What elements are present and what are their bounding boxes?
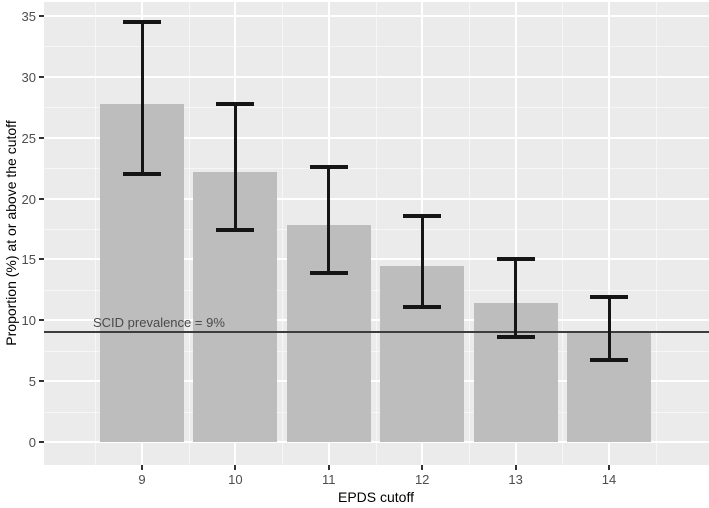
y-axis-title: Proportion (%) at or above the cutoff [3,120,19,346]
gridline-minor-h [44,350,709,352]
gridline-minor-v [282,2,284,465]
y-tick-mark [39,136,44,139]
gridline-minor-v [655,2,657,465]
gridline-major-h [44,380,709,383]
x-tick-label: 14 [601,472,617,487]
x-tick-label: 9 [138,472,146,487]
x-tick-label: 12 [414,472,430,487]
y-tick-label: 0 [28,435,36,450]
error-bar-cap-bottom [216,228,255,233]
y-tick-label: 5 [28,374,36,390]
x-tick-mark [421,465,424,470]
gridline-major-h [44,75,709,78]
gridline-major-h [44,15,709,17]
gridline-minor-h [44,46,709,48]
x-tick-mark [141,465,143,470]
error-bar-stem [327,166,331,273]
reference-line-label: SCID prevalence = 9% [93,315,225,330]
gridline-minor-v [375,2,377,465]
y-tick-label: 35 [21,9,36,24]
y-tick-mark [39,15,44,17]
y-tick-label: 20 [21,191,36,207]
y-tick-mark [39,441,44,443]
y-tick-mark [39,319,44,322]
gridline-major-v [608,2,610,465]
gridline-minor-h [44,107,709,109]
error-bar-stem [420,215,424,307]
error-bar-cap-top [403,213,442,218]
gridline-minor-h [44,289,709,291]
x-tick-mark [234,465,237,470]
error-bar-cap-bottom [496,335,535,340]
y-tick-label: 30 [21,69,36,85]
y-tick-label: 25 [21,130,36,146]
x-axis-title: EPDS cutoff [337,489,415,505]
error-bar-cap-top [123,20,161,25]
x-tick-mark [608,465,610,470]
gridline-major-h [44,258,709,261]
gridline-major-v [514,2,517,465]
error-bar-cap-bottom [123,172,161,177]
gridline-minor-v [188,2,190,465]
error-bar-cap-top [496,257,535,262]
reference-line [44,331,709,334]
gridline-major-h [44,136,709,139]
error-bar-stem [140,22,144,175]
x-tick-label: 11 [322,472,336,487]
plot-panel: SCID prevalence = 9% [44,2,709,465]
error-bar-stem [233,103,237,231]
error-bar-cap-bottom [590,358,628,363]
gridline-minor-v [562,2,564,465]
y-tick-mark [39,258,44,261]
gridline-minor-v [468,2,470,465]
x-tick-label: 13 [508,472,523,487]
gridline-minor-v [95,2,97,465]
x-tick-mark [514,465,517,470]
gridline-major-h [44,441,709,443]
gridline-minor-h [44,411,709,413]
y-tick-label: 10 [21,313,36,329]
error-bar-stem [514,259,518,338]
gridline-major-h [44,197,709,200]
y-tick-mark [39,197,44,200]
error-bar-cap-bottom [309,270,348,275]
gridline-minor-h [44,168,709,170]
error-bar-cap-top [216,101,255,106]
y-tick-label: 15 [21,252,36,268]
gridline-major-h [44,319,709,322]
error-bar-stem [607,297,611,361]
x-tick-label: 10 [228,472,243,487]
error-bar-cap-bottom [403,304,442,309]
y-tick-mark [39,380,44,383]
error-bar-cap-top [309,164,348,169]
error-bar-cap-top [590,295,628,300]
gridline-minor-h [44,229,709,230]
y-tick-mark [39,75,44,78]
x-tick-mark [327,465,330,470]
